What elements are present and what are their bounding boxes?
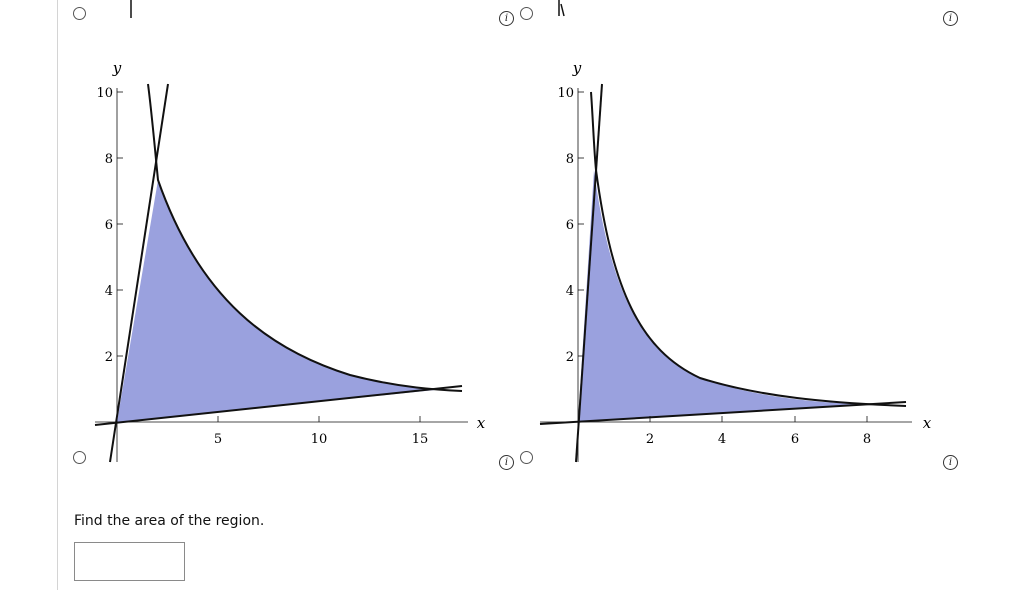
y-tick-label: 2: [105, 350, 113, 365]
x-tick-label: 5: [214, 432, 222, 447]
x-axis-label: x: [923, 414, 932, 432]
y-tick-label: 10: [557, 86, 574, 101]
axes: [95, 88, 468, 462]
y-tick-label: 10: [96, 86, 113, 101]
line-curve: [109, 83, 169, 463]
shaded-region: [578, 170, 860, 422]
y-axis-label: y: [572, 59, 582, 77]
boundary-curves: [94, 83, 463, 463]
graph-1: y x 10 8 6 4 2 5 10 15: [94, 59, 486, 463]
radio-button-icon[interactable]: [520, 7, 533, 20]
axes: [540, 88, 912, 462]
radio-button-icon[interactable]: [73, 451, 86, 464]
info-icon[interactable]: i: [943, 455, 958, 470]
previous-graph-curve: [560, 3, 565, 17]
question-prompt: Find the area of the region.: [74, 513, 265, 529]
area-answer-input[interactable]: [74, 542, 185, 581]
y-tick-label: 6: [105, 218, 113, 233]
x-tick-label: 10: [311, 432, 328, 447]
x-axis-label: x: [477, 414, 486, 432]
y-tick-label: 2: [566, 350, 574, 365]
info-icon[interactable]: i: [499, 11, 514, 26]
y-tick-label: 4: [566, 284, 574, 299]
line-curve: [575, 83, 603, 463]
x-tick-label: 2: [646, 432, 654, 447]
y-axis-label: y: [112, 59, 122, 77]
x-tick-label: 8: [863, 432, 871, 447]
hyperbola-curve: [147, 83, 463, 392]
y-tick-label: 8: [566, 152, 574, 167]
radio-button-icon[interactable]: [520, 451, 533, 464]
y-tick-label: 6: [566, 218, 574, 233]
left-divider: [57, 0, 58, 590]
x-tick-label: 4: [718, 432, 726, 447]
slant-line: [539, 401, 907, 425]
graph-2: y x 10 8 6 4 2 2 4 6 8: [539, 59, 932, 463]
info-icon[interactable]: i: [943, 11, 958, 26]
info-icon[interactable]: i: [499, 455, 514, 470]
radio-button-icon[interactable]: [73, 7, 86, 20]
boundary-curves: [539, 83, 907, 463]
y-tick-label: 8: [105, 152, 113, 167]
x-tick-label: 15: [412, 432, 429, 447]
x-tick-label: 6: [791, 432, 799, 447]
shaded-region: [117, 180, 445, 422]
y-tick-label: 4: [105, 284, 113, 299]
previous-graph-fragment: [130, 0, 565, 18]
hyperbola-curve: [590, 91, 907, 407]
slant-line: [94, 385, 463, 426]
